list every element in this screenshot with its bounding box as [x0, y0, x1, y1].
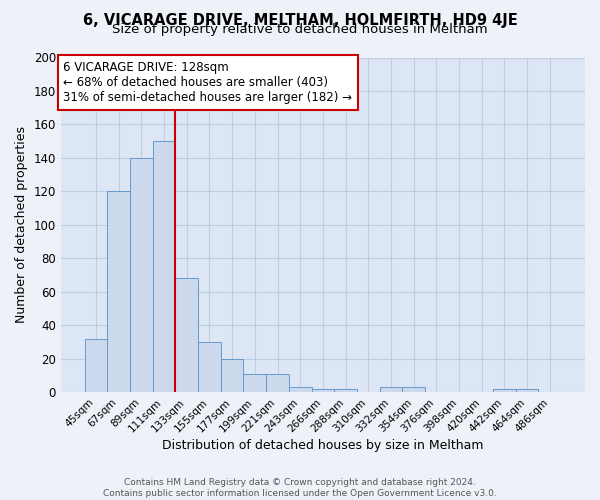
- Bar: [244, 374, 266, 392]
- Text: Contains HM Land Registry data © Crown copyright and database right 2024.
Contai: Contains HM Land Registry data © Crown c…: [103, 478, 497, 498]
- Bar: [266, 374, 289, 392]
- X-axis label: Distribution of detached houses by size in Meltham: Distribution of detached houses by size …: [162, 440, 484, 452]
- Text: 6 VICARAGE DRIVE: 128sqm
← 68% of detached houses are smaller (403)
31% of semi-: 6 VICARAGE DRIVE: 128sqm ← 68% of detach…: [64, 61, 352, 104]
- Bar: [152, 141, 175, 392]
- Bar: [334, 389, 357, 392]
- Bar: [175, 278, 198, 392]
- Bar: [85, 338, 107, 392]
- Bar: [516, 389, 538, 392]
- Bar: [221, 359, 244, 392]
- Bar: [130, 158, 152, 392]
- Text: 6, VICARAGE DRIVE, MELTHAM, HOLMFIRTH, HD9 4JE: 6, VICARAGE DRIVE, MELTHAM, HOLMFIRTH, H…: [83, 12, 517, 28]
- Text: Size of property relative to detached houses in Meltham: Size of property relative to detached ho…: [112, 22, 488, 36]
- Y-axis label: Number of detached properties: Number of detached properties: [15, 126, 28, 324]
- Bar: [493, 389, 516, 392]
- Bar: [289, 387, 311, 392]
- Bar: [403, 387, 425, 392]
- Bar: [198, 342, 221, 392]
- Bar: [107, 192, 130, 392]
- Bar: [311, 389, 334, 392]
- Bar: [380, 387, 403, 392]
